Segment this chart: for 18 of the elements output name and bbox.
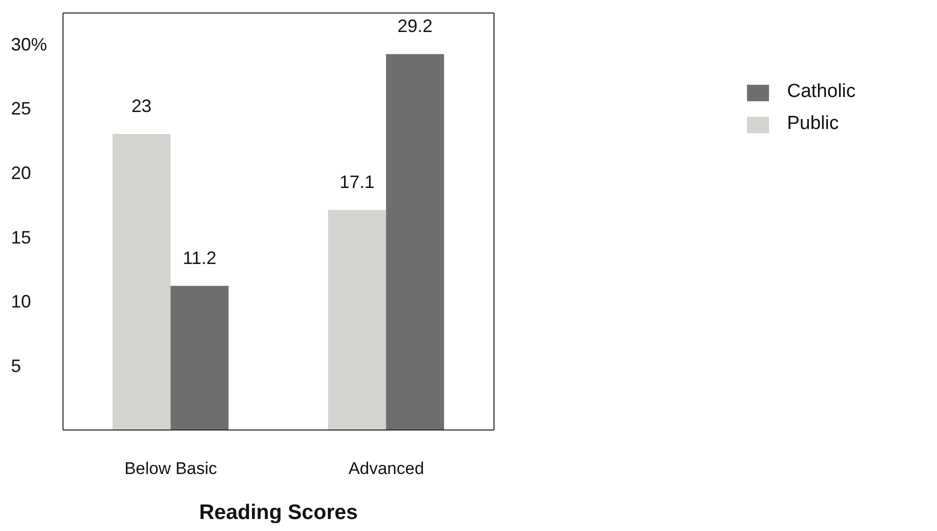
data-label: 17.1	[340, 172, 375, 192]
legend-label: Public	[787, 113, 839, 134]
legend-label: Catholic	[787, 81, 856, 102]
data-label: 29.2	[398, 16, 433, 36]
x-tick-label: Below Basic	[124, 459, 218, 478]
bar	[170, 286, 229, 430]
y-tick-label: 15	[11, 227, 32, 248]
bar	[328, 210, 386, 430]
data-label: 23	[132, 96, 152, 116]
y-tick-label: 20	[11, 162, 32, 183]
y-tick-label: 5	[11, 356, 22, 376]
x-tick-label: Advanced	[348, 459, 424, 478]
bar	[386, 54, 444, 430]
y-tick-label: 30%	[11, 34, 48, 54]
data-label: 11.2	[182, 248, 216, 268]
y-tick-label: 10	[11, 292, 32, 312]
bar	[112, 134, 171, 430]
y-tick-label: 25	[11, 98, 32, 119]
